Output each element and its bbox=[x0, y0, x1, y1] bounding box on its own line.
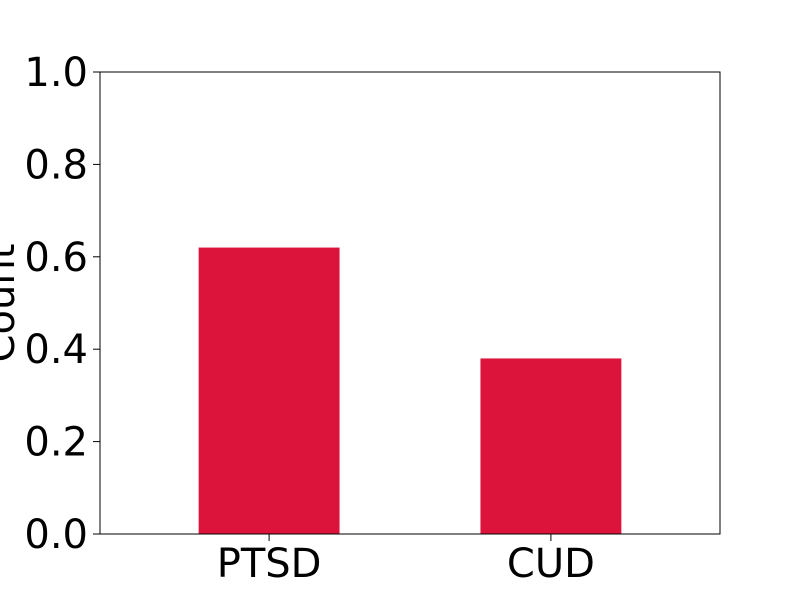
x-axis-ticks: PTSD CUD bbox=[217, 534, 595, 587]
y-tick-label: 1.0 bbox=[24, 50, 88, 96]
plot-frame bbox=[99, 71, 721, 535]
bar-ptsd bbox=[198, 247, 340, 534]
x-tick-label: CUD bbox=[507, 541, 595, 587]
y-tick-label: 0.0 bbox=[24, 512, 88, 558]
y-tick-label: 0.6 bbox=[24, 235, 88, 281]
x-tick-label: PTSD bbox=[217, 541, 322, 587]
y-axis-ticks: 0.0 0.2 0.4 0.6 0.8 1.0 bbox=[24, 50, 100, 558]
bars-group bbox=[198, 247, 622, 534]
y-axis-label: Count bbox=[0, 244, 24, 363]
bar-cud bbox=[480, 358, 622, 534]
y-tick-label: 0.8 bbox=[24, 142, 88, 188]
y-tick-label: 0.2 bbox=[24, 420, 88, 466]
y-tick-label: 0.4 bbox=[24, 327, 88, 373]
